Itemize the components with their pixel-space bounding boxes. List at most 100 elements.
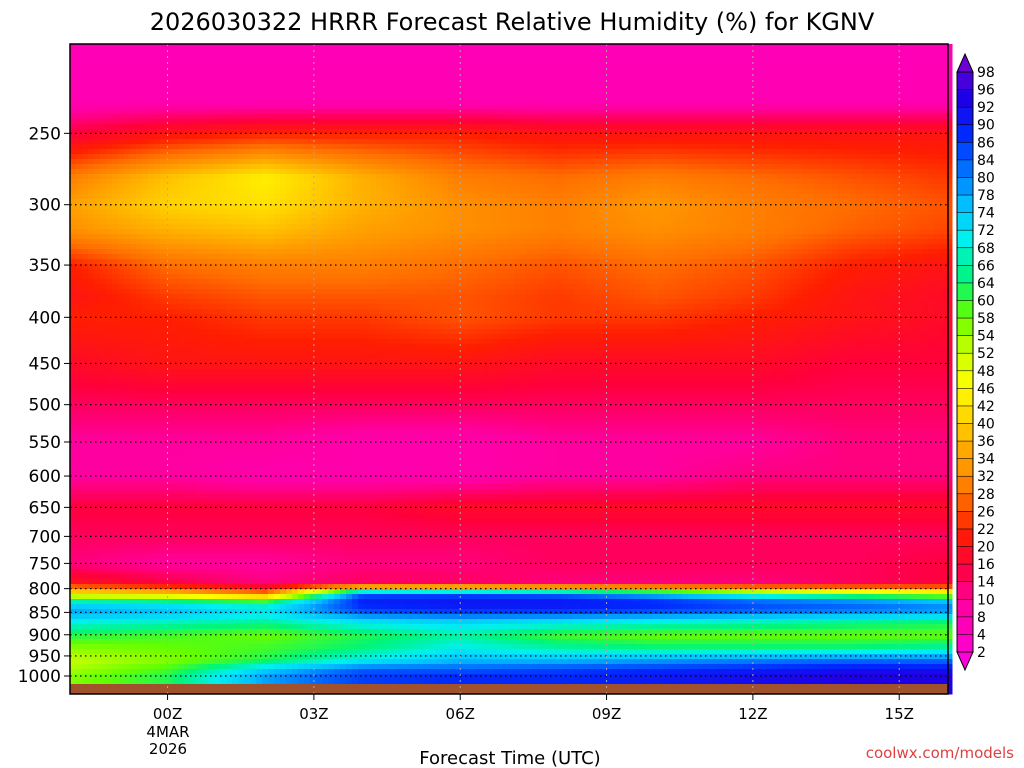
rh-cell [148,109,155,115]
rh-cell [244,139,251,145]
rh-cell [310,209,317,215]
rh-cell [130,174,137,180]
rh-cell [772,154,779,160]
rh-cell [706,164,713,170]
rh-cell [466,54,473,60]
rh-cell [244,204,251,210]
rh-cell [292,59,299,65]
rh-cell [580,89,587,95]
rh-cell [520,79,527,85]
rh-cell [178,154,185,160]
rh-cell [874,169,881,175]
rh-cell [424,99,431,105]
rh-cell [598,84,605,90]
rh-cell [460,124,467,130]
rh-cell [88,84,95,90]
rh-cell [622,194,629,200]
rh-cell [574,99,581,105]
rh-cell [484,144,491,150]
rh-cell [868,124,875,130]
rh-cell [502,209,509,215]
rh-cell [172,44,179,50]
rh-cell [424,209,431,215]
rh-cell [184,139,191,145]
rh-cell [856,94,863,100]
rh-cell [418,199,425,205]
rh-cell [478,74,485,80]
rh-cell [454,194,461,200]
rh-cell [568,119,575,125]
rh-cell [604,119,611,125]
rh-cell [688,199,695,205]
rh-cell [430,134,437,140]
rh-cell [232,49,239,55]
rh-cell [490,199,497,205]
rh-cell [544,194,551,200]
rh-cell [418,139,425,145]
rh-cell [406,154,413,160]
rh-cell [616,149,623,155]
rh-cell [838,204,845,210]
rh-cell [520,209,527,215]
rh-cell [598,59,605,65]
rh-cell [214,154,221,160]
rh-cell [598,169,605,175]
rh-cell [352,194,359,200]
rh-cell [88,89,95,95]
rh-cell [718,174,725,180]
rh-cell [856,144,863,150]
rh-cell [670,99,677,105]
rh-cell [556,119,563,125]
rh-cell [142,54,149,60]
rh-cell [394,209,401,215]
rh-cell [514,184,521,190]
rh-cell [862,194,869,200]
rh-cell [496,169,503,175]
rh-cell [550,129,557,135]
rh-cell [124,139,131,145]
rh-cell [334,54,341,60]
rh-cell [310,164,317,170]
rh-cell [136,84,143,90]
rh-cell [880,54,887,60]
rh-cell [112,139,119,145]
rh-cell [874,44,881,50]
rh-cell [658,209,665,215]
rh-cell [220,104,227,110]
rh-cell [832,139,839,145]
rh-cell [634,179,641,185]
rh-cell [562,199,569,205]
rh-cell [154,154,161,160]
rh-cell [334,89,341,95]
rh-cell [676,84,683,90]
rh-cell [790,194,797,200]
rh-cell [670,139,677,145]
rh-cell [436,194,443,200]
rh-cell [772,119,779,125]
rh-cell [784,99,791,105]
rh-cell [544,114,551,120]
rh-cell [910,119,917,125]
rh-cell [910,139,917,145]
rh-cell [832,64,839,70]
rh-cell [472,89,479,95]
rh-cell [202,169,209,175]
rh-cell [256,99,263,105]
rh-cell [94,149,101,155]
rh-cell [622,89,629,95]
rh-cell [106,129,113,135]
rh-cell [790,109,797,115]
rh-cell [928,74,935,80]
rh-cell [214,74,221,80]
rh-cell [670,114,677,120]
rh-cell [718,139,725,145]
rh-cell [166,124,173,130]
rh-cell [748,164,755,170]
rh-cell [376,89,383,95]
rh-cell [76,89,83,95]
rh-cell [436,149,443,155]
rh-cell [382,179,389,185]
rh-cell [496,134,503,140]
rh-cell [910,49,917,55]
rh-cell [700,149,707,155]
